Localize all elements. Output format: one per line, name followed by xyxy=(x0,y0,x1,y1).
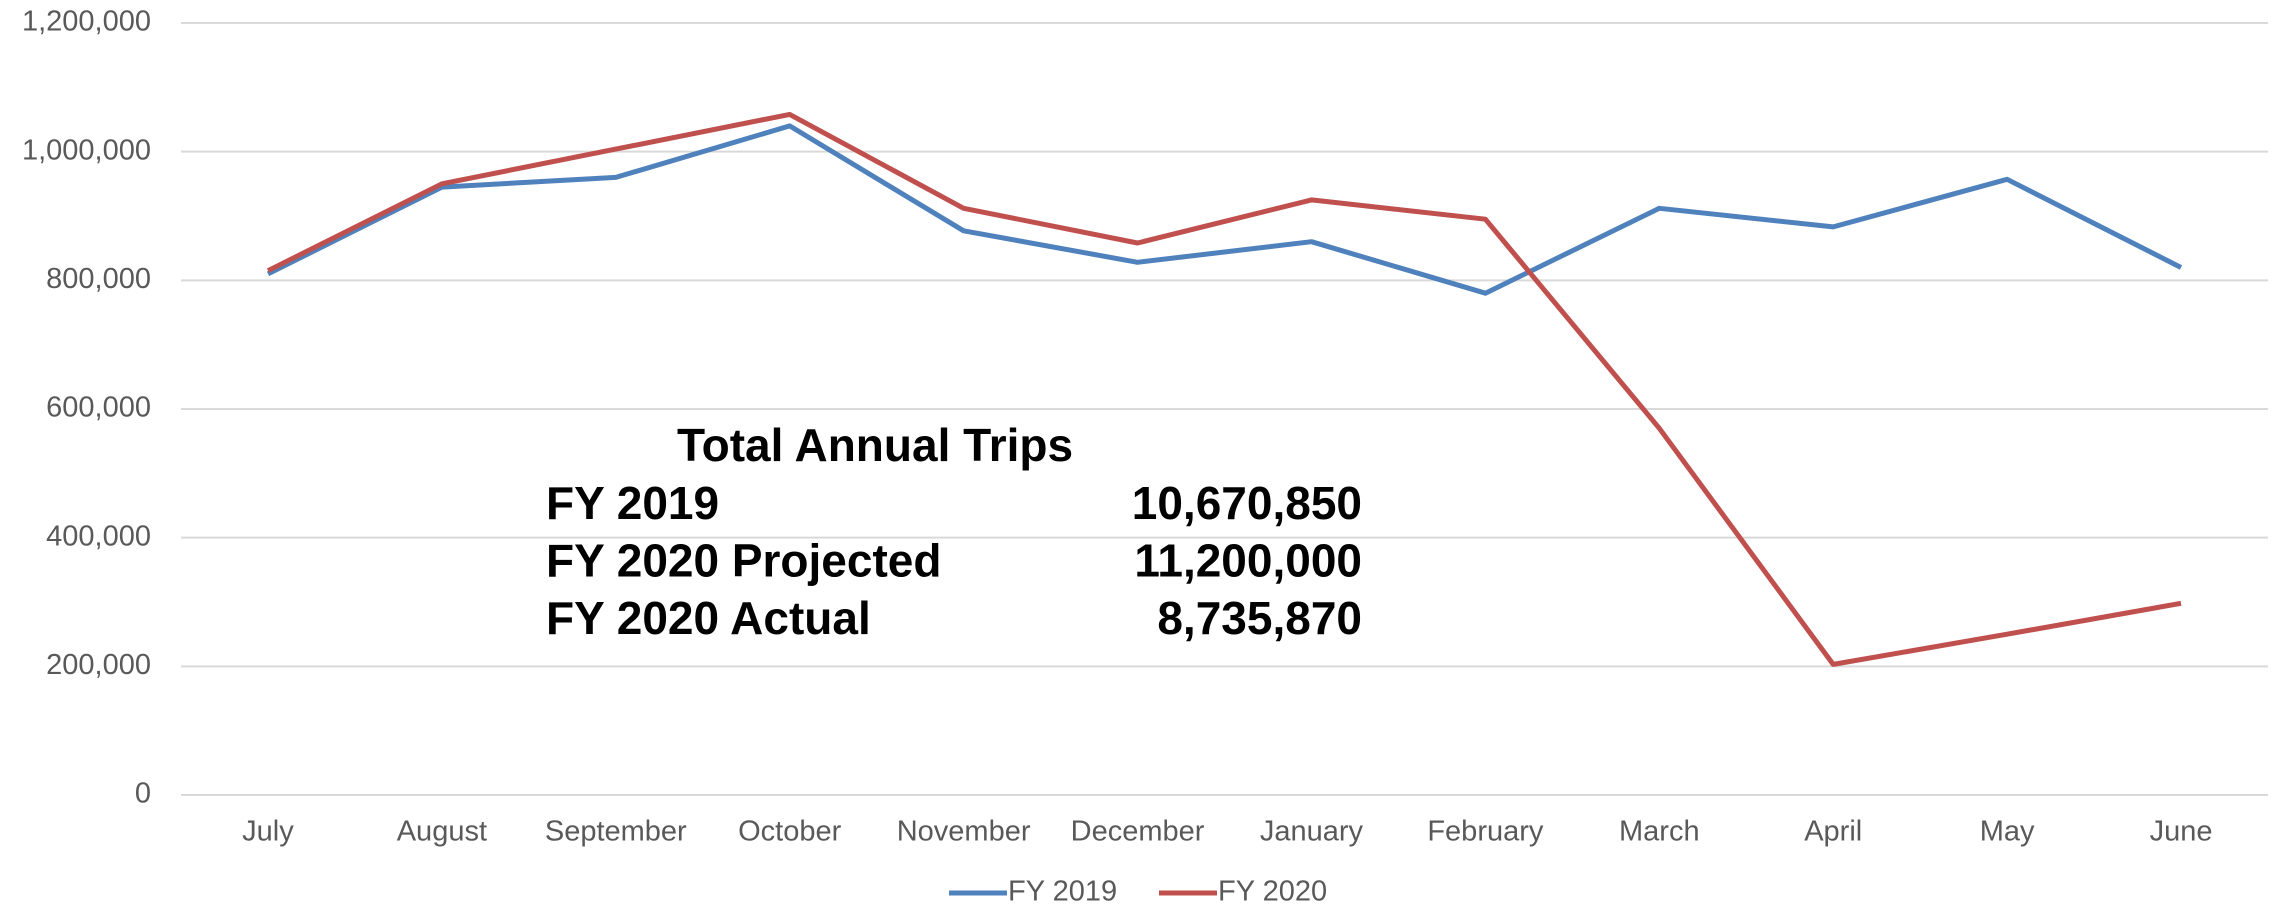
x-tick-label: May xyxy=(1980,816,2035,848)
series-line xyxy=(266,123,2183,296)
x-tick-label: June xyxy=(2150,816,2213,848)
x-tick-label: December xyxy=(1071,816,1205,848)
annotation-value: 8,735,870 xyxy=(1157,592,1362,644)
y-tick-label: 1,000,000 xyxy=(22,134,151,166)
annotation-value: 11,200,000 xyxy=(1134,535,1362,587)
y-tick-label: 600,000 xyxy=(46,392,151,424)
y-tick-label: 800,000 xyxy=(46,263,151,295)
series-line xyxy=(266,111,2182,667)
x-tick-label: August xyxy=(397,816,487,848)
y-tick-label: 0 xyxy=(135,778,151,810)
legend-label: FY 2020 xyxy=(1218,876,1327,907)
x-tick-label: January xyxy=(1260,816,1364,848)
annotation-label: FY 2020 Projected xyxy=(546,535,941,587)
annotation-label: FY 2020 Actual xyxy=(546,592,871,644)
annotation-title: Total Annual Trips xyxy=(677,419,1073,471)
annotation-label: FY 2019 xyxy=(546,477,719,529)
y-tick-label: 1,200,000 xyxy=(22,6,151,38)
x-tick-label: November xyxy=(897,816,1031,848)
x-tick-label: March xyxy=(1619,816,1700,848)
y-tick-label: 200,000 xyxy=(46,649,151,681)
x-tick-label: July xyxy=(242,816,294,848)
x-tick-label: April xyxy=(1804,816,1862,848)
y-tick-label: 400,000 xyxy=(46,520,151,552)
legend-label: FY 2019 xyxy=(1008,876,1117,907)
x-tick-label: February xyxy=(1427,816,1544,848)
x-tick-label: October xyxy=(738,816,841,848)
x-tick-label: September xyxy=(545,816,687,848)
annotation-value: 10,670,850 xyxy=(1132,477,1362,529)
